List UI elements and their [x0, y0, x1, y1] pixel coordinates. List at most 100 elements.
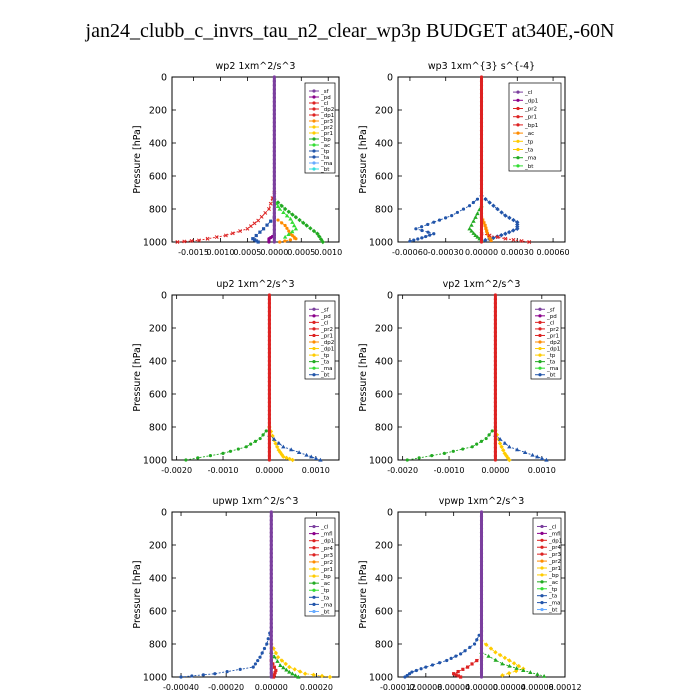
panel-3-ytick-label: 1000 [369, 456, 393, 467]
panel-1-series-point [461, 207, 466, 211]
panel-4-series-point [319, 673, 325, 679]
panel-2-series-point [267, 392, 272, 396]
panel-2-series-point [309, 454, 314, 459]
panel-5-ytick-label: 800 [375, 640, 393, 651]
panel-4-series-point [269, 650, 273, 654]
panel-5-series-point [479, 518, 484, 522]
panel-3-series-point [515, 447, 520, 452]
panel-5-legend-marker [540, 524, 544, 529]
panel-0-xtick-label: 0.0000 [260, 248, 288, 257]
panel-0-series-point [272, 223, 276, 228]
panel-5-legend-label: _ac [548, 580, 558, 586]
panel-0-series-point [272, 104, 276, 108]
panel-3-series-point [493, 396, 498, 400]
panel-0-series-point [251, 237, 255, 241]
panel-1-series-point [479, 186, 484, 190]
panel-0-series-point [253, 238, 257, 242]
panel-3-series-point [507, 444, 512, 449]
panel-3-legend-marker [538, 307, 542, 311]
panel-1-series-point [432, 220, 436, 224]
panel-4-ytick-label: 800 [149, 640, 167, 651]
panel-0-series-point [272, 228, 276, 232]
panel-3-series-point [493, 413, 498, 417]
panel-2-series-point [267, 458, 272, 462]
panel-2-series-point [249, 442, 253, 446]
panel-1-series-point [499, 210, 504, 215]
panel-4-legend-marker [312, 581, 316, 585]
panel-5-series-point [479, 568, 484, 572]
panel-0-series-line-dp1 [177, 192, 275, 243]
panel-5-series-point [403, 675, 407, 679]
panel-1-legend-marker [516, 147, 520, 152]
panel-3-legend-marker [538, 340, 542, 344]
panel-0-series-point [308, 226, 313, 231]
panel-4-series-point [269, 654, 273, 658]
panel-5-series-point [479, 638, 484, 642]
panel-4-series-point [269, 601, 273, 605]
panel-4-series-line-tp [180, 627, 272, 678]
panel-2-series-point [267, 326, 272, 330]
panel-1-series-point [515, 220, 520, 225]
panel-3-legend-label: _cl [546, 320, 555, 326]
panel-1-series-point [506, 229, 512, 235]
panel-4-series-point [269, 609, 273, 613]
panel-5-legend-marker [540, 566, 544, 570]
panel-5-ytick-label: 200 [375, 541, 393, 552]
panel-3-series-point [479, 439, 484, 443]
panel-5-series-point [506, 671, 512, 676]
panel-1-legend-label: _tp [524, 139, 534, 145]
panel-5-series-line-ac [481, 651, 545, 677]
panel-2-series-point [267, 400, 272, 404]
panel-5-series-point [507, 658, 512, 663]
panel-0-series-point [272, 170, 276, 174]
panel-1-series-point [485, 229, 489, 233]
panel-3-series-point [493, 338, 498, 342]
panel-4-series-point [272, 654, 277, 659]
panel-1-series-point [479, 207, 484, 211]
panel-0-series-point [288, 216, 293, 221]
panel-4-legend-label: _bt [320, 609, 330, 615]
panel-5-series-point [479, 634, 484, 638]
panel-0-series-point [256, 240, 260, 244]
panel-0-legend-label: _tp [320, 149, 330, 155]
panel-2-legend-marker [312, 333, 316, 338]
panel-4-series-point [269, 568, 273, 572]
panel-5-series-point [479, 531, 484, 535]
panel-0-series-point [278, 240, 282, 244]
panel-4-series-point [260, 651, 264, 655]
panel-3-series-point [497, 441, 503, 446]
panel-5-series-point [479, 658, 484, 663]
panel-5-legend-label: _bt [548, 608, 558, 614]
panel-3-series-point [484, 436, 488, 441]
panel-5-legend-marker [540, 573, 544, 577]
panel-0-series-point [272, 178, 276, 182]
panel-3-ytick-label: 800 [375, 423, 393, 434]
panel-0-legend-label: _pr2 [320, 125, 333, 131]
panel-5-xtick-label: 0.00004 [493, 683, 526, 692]
panel-4-series-point [258, 655, 262, 659]
panel-5-series-point [493, 657, 498, 662]
panel-2-series-point [276, 440, 282, 445]
panel-2-legend-marker [312, 373, 316, 377]
panel-2-legend-marker [312, 366, 316, 370]
panel-1-legend-marker [516, 131, 520, 135]
panel-4-series-point [269, 526, 273, 531]
panel-2-series-point [228, 449, 233, 453]
panel-3-title: vp2 1xm^2/s^3 [443, 279, 521, 290]
panel-4-legend-label: _cl [320, 525, 329, 531]
panel-3-series-point [493, 322, 498, 326]
panel-0-group: wp2 1xm^2/s^3 Pressure [hPa] 0 200 400 600 800… [132, 61, 342, 257]
panel-3-series-point [493, 446, 498, 450]
panel-1-series-point [491, 203, 496, 208]
panel-1-series-point [426, 222, 430, 227]
panel-2-group: up2 1xm^2/s^3 Pressure [hPa] 0 200 400 600 800… [132, 279, 340, 475]
panel-0-series-point [284, 213, 290, 218]
panel-3-series-point [493, 309, 498, 314]
panel-5-series-point [479, 654, 484, 658]
panel-2-series-point [304, 452, 309, 457]
panel-2-legend-marker [312, 360, 316, 364]
panel-5-series-point [516, 663, 521, 669]
panel-3-series-point [493, 334, 498, 338]
panel-5-series-point [479, 535, 484, 539]
panel-3-series-point [493, 297, 498, 301]
